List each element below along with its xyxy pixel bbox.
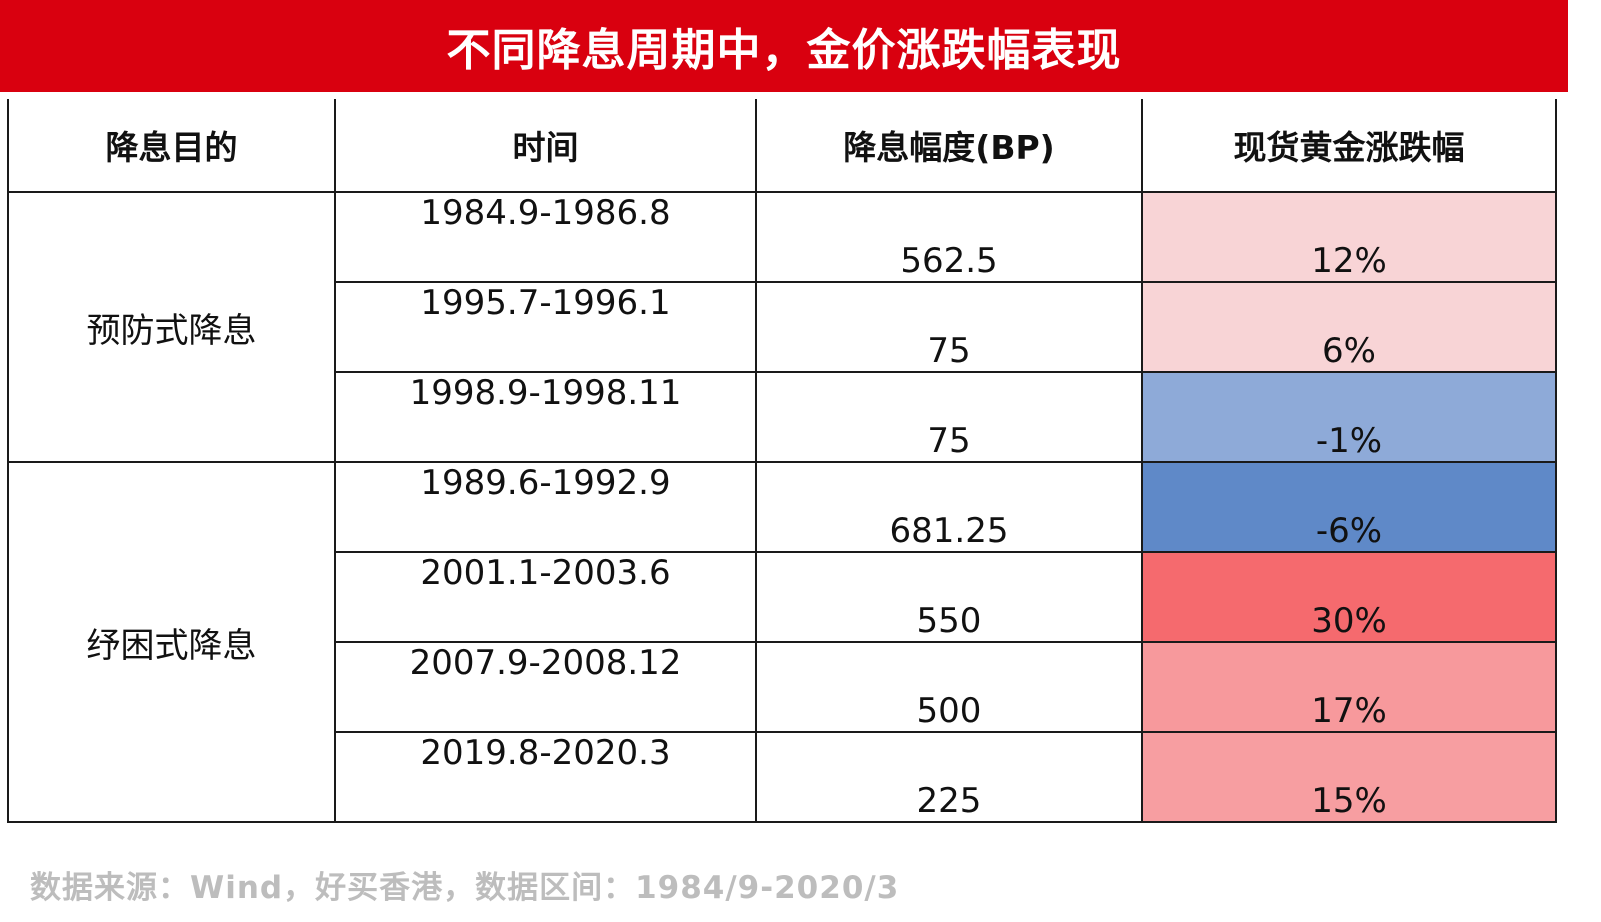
gold-change-cell: 30%	[1141, 551, 1557, 643]
rate-cut-table: 降息目的 时间 降息幅度(BP) 现货黄金涨跌幅 预防式降息 1984.9-198…	[7, 99, 1557, 823]
gold-change-cell: 17%	[1141, 641, 1557, 733]
table-row: 2007.9-2008.12 500 17%	[8, 641, 1557, 733]
purpose-cell: 预防式降息	[7, 191, 336, 463]
gold-change-cell: 12%	[1141, 191, 1557, 283]
period-cell: 1989.6-1992.9	[334, 461, 757, 553]
bp-cell: 225	[755, 731, 1143, 823]
bp-cell: 550	[755, 551, 1143, 643]
bp-cell: 75	[755, 371, 1143, 463]
period-cell: 1984.9-1986.8	[334, 191, 757, 283]
table-row: 1998.9-1998.11 75 -1%	[8, 371, 1557, 463]
data-source-note: 数据来源：Wind，好买香港，数据区间：1984/9-2020/3	[30, 870, 900, 906]
table-header-row: 降息目的 时间 降息幅度(BP) 现货黄金涨跌幅	[7, 99, 1557, 193]
period-cell: 2007.9-2008.12	[334, 641, 757, 733]
bp-cell: 500	[755, 641, 1143, 733]
period-cell: 1998.9-1998.11	[334, 371, 757, 463]
gold-change-cell: 15%	[1141, 731, 1557, 823]
gold-change-cell: -6%	[1141, 461, 1557, 553]
period-cell: 2001.1-2003.6	[334, 551, 757, 643]
gold-change-cell: -1%	[1141, 371, 1557, 463]
page-title: 不同降息周期中，金价涨跌幅表现	[446, 25, 1122, 76]
bp-cell: 562.5	[755, 191, 1143, 283]
table-row: 预防式降息 1984.9-1986.8 562.5 12%	[7, 191, 1557, 463]
column-header-bp: 降息幅度(BP)	[755, 99, 1143, 193]
gold-change-cell: 6%	[1141, 281, 1557, 373]
table-body: 预防式降息 1984.9-1986.8 562.5 12% 1995.7-1996.1 7…	[7, 191, 1557, 823]
column-header-period: 时间	[334, 99, 757, 193]
period-cell: 1995.7-1996.1	[334, 281, 757, 373]
title-banner: 不同降息周期中，金价涨跌幅表现	[0, 0, 1568, 92]
bp-cell: 681.25	[755, 461, 1143, 553]
table-row: 纾困式降息 1989.6-1992.9 681.25 -6%	[7, 461, 1557, 823]
column-header-gold-change: 现货黄金涨跌幅	[1141, 99, 1557, 193]
period-cell: 2019.8-2020.3	[334, 731, 757, 823]
purpose-cell: 纾困式降息	[7, 461, 336, 823]
table-row: 2001.1-2003.6 550 30%	[8, 551, 1557, 643]
table-row: 2019.8-2020.3 225 15%	[8, 731, 1557, 823]
table-row: 1995.7-1996.1 75 6%	[8, 281, 1557, 373]
column-header-purpose: 降息目的	[7, 99, 336, 193]
bp-cell: 75	[755, 281, 1143, 373]
